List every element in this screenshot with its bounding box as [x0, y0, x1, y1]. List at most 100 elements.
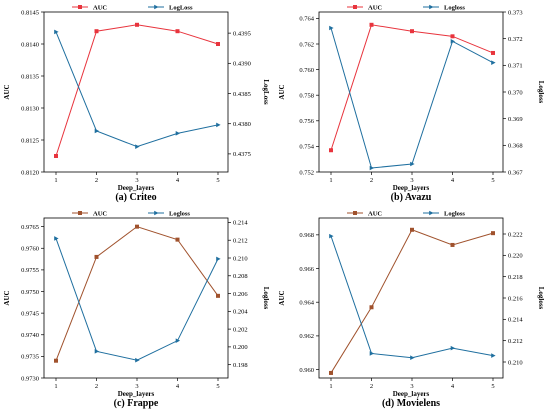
data-point-auc: [329, 370, 333, 375]
legend-marker: [429, 210, 434, 216]
y2-tick-label: 0.212: [508, 338, 523, 345]
y-tick-label: 0.9745: [21, 310, 39, 317]
y2-tick-label: 0.214: [233, 220, 248, 227]
plot-frame: [318, 11, 504, 173]
y-tick-label: 0.8125: [21, 137, 39, 144]
legend-label: AUC: [93, 210, 107, 217]
legend-marker: [429, 4, 434, 10]
x-tick-label: 1: [329, 177, 332, 184]
data-point-logloss: [450, 39, 456, 44]
y-tick-label: 0.756: [299, 118, 314, 125]
data-point-auc: [410, 227, 414, 232]
chart-caption: (a) Criteo: [115, 192, 156, 203]
y2-tick-label: 0.220: [508, 253, 523, 260]
data-point-auc: [450, 242, 455, 247]
data-point-auc: [175, 237, 180, 242]
x-tick-label: 2: [370, 177, 373, 184]
y2-axis-label: Logloss: [537, 81, 545, 104]
data-point-auc: [135, 22, 139, 27]
y-tick-label: 0.758: [299, 93, 314, 100]
x-tick-label: 4: [176, 177, 180, 184]
chart-panel-1: 1 2 3 4 5 0.8120 0.8125 0.8130 0.8135 0.8140 0.814…: [3, 4, 270, 203]
y2-tick-label: 0.367: [508, 169, 523, 176]
y-tick-label: 0.964: [299, 300, 314, 307]
y-tick-label: 0.9740: [21, 332, 39, 339]
legend-marker: [78, 211, 82, 215]
data-point-auc: [450, 34, 455, 39]
data-point-logloss: [369, 351, 375, 356]
y2-tick-label: 0.368: [508, 143, 523, 150]
y-tick-label: 0.8120: [21, 169, 39, 176]
data-point-auc: [216, 293, 220, 298]
series-line-auc: [330, 24, 494, 151]
x-tick-label: 3: [135, 177, 138, 184]
series-line-logloss: [330, 27, 494, 169]
legend-marker: [353, 5, 357, 9]
y2-tick-label: 0.202: [233, 326, 248, 333]
y2-tick-label: 0.4385: [233, 91, 251, 98]
data-point-logloss: [329, 233, 334, 239]
y2-axis-label: LogLoss: [262, 79, 270, 105]
chart-panel-3: 1 2 3 4 5 0.9730 0.9735 0.9740 0.9745 0.9750 0.975…: [3, 210, 270, 409]
legend-label: AUC: [368, 210, 382, 217]
y2-tick-label: 0.4375: [233, 151, 251, 158]
data-point-auc: [491, 50, 495, 55]
x-tick-label: 4: [451, 177, 455, 184]
legend-marker: [78, 5, 82, 9]
x-axis-label: Deep_layers: [118, 390, 155, 398]
y2-axis-label: Logloss: [537, 287, 545, 310]
y2-tick-label: 0.370: [508, 89, 523, 96]
y-axis-label: AUC: [3, 290, 11, 305]
legend-label: AUC: [93, 4, 107, 11]
data-point-auc: [369, 305, 374, 310]
y-tick-label: 0.968: [299, 232, 314, 239]
y-axis-label: AUC: [3, 84, 11, 99]
chart-panel-2: 1 2 3 4 5 0.752 0.754 0.756 0.758 0.760 0.762 0.764…: [278, 4, 545, 203]
data-point-logloss: [175, 131, 181, 136]
x-axis-label: Deep_layers: [393, 390, 430, 398]
y2-tick-label: 0.373: [508, 9, 523, 16]
data-point-auc: [175, 29, 180, 34]
y2-tick-label: 0.371: [508, 63, 523, 70]
data-point-auc: [410, 29, 414, 34]
y-tick-label: 0.9735: [21, 354, 39, 361]
data-point-logloss: [329, 25, 334, 31]
chart-panel-4: 1 2 3 4 5 0.960 0.962 0.964 0.966 0.968 0.210 0.212…: [278, 210, 545, 409]
y2-tick-label: 0.218: [508, 274, 523, 281]
x-tick-label: 2: [95, 177, 98, 184]
y-axis-label: AUC: [278, 84, 286, 99]
y-axis-label: AUC: [278, 290, 286, 305]
y2-tick-label: 0.369: [508, 116, 523, 123]
data-point-logloss: [135, 144, 140, 149]
plot-frame: [43, 11, 229, 173]
data-point-auc: [94, 254, 99, 259]
plot-frame: [318, 217, 504, 379]
y-tick-label: 0.9760: [21, 246, 39, 253]
data-point-auc: [135, 224, 139, 229]
series-line-logloss: [330, 235, 494, 359]
x-tick-label: 2: [95, 383, 98, 390]
y2-tick-label: 0.204: [233, 309, 248, 316]
y-tick-label: 0.8140: [21, 41, 39, 48]
data-point-logloss: [450, 345, 456, 351]
chart-caption: (d) Movielens: [382, 398, 440, 409]
x-tick-label: 4: [451, 383, 455, 390]
data-point-logloss: [175, 338, 181, 343]
y2-axis-label: Logloss: [262, 287, 270, 310]
legend-marker: [353, 211, 357, 215]
y-tick-label: 0.9765: [21, 224, 39, 231]
data-point-auc: [54, 358, 58, 363]
series-line-auc: [55, 226, 219, 361]
plot-frame: [43, 217, 229, 379]
data-point-logloss: [491, 353, 496, 358]
y2-tick-label: 0.206: [233, 291, 248, 298]
y-tick-label: 0.754: [299, 144, 314, 151]
x-tick-label: 5: [491, 177, 494, 184]
y-tick-label: 0.760: [299, 67, 314, 74]
data-point-logloss: [94, 128, 100, 134]
y-tick-label: 0.962: [299, 333, 314, 340]
data-point-auc: [54, 154, 58, 158]
legend-label: AUC: [368, 4, 382, 11]
x-tick-label: 4: [176, 383, 180, 390]
